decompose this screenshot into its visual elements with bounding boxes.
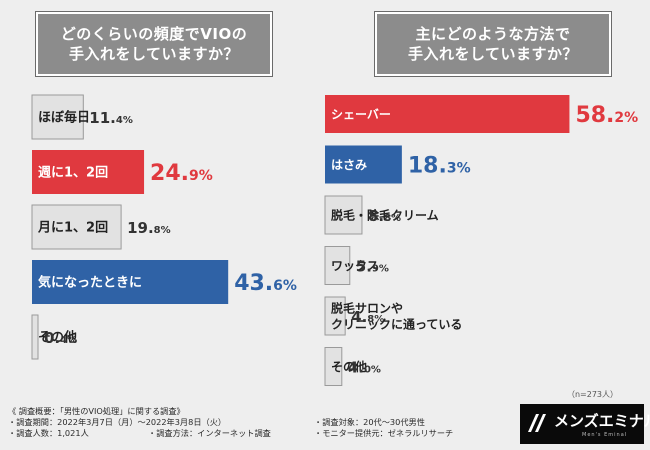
right-question-line-1: 主にどのような方法で bbox=[415, 25, 571, 43]
left-value-label: 24.9% bbox=[150, 161, 213, 186]
left-bar-chart: ほぼ毎日 11.4% 週に1、2回 24.9% 月に1、2回 19.8% 気になったときに 4… bbox=[31, 94, 297, 360]
left-question-box: どのくらいの頻度でVIOの 手入れをしていますか？ bbox=[35, 11, 273, 77]
logo-subtext: Men's Eminal bbox=[582, 432, 628, 438]
left-category-label: その他 bbox=[38, 330, 77, 346]
left-category-label: ほぼ毎日 bbox=[38, 110, 90, 126]
right-value-label: 58.2% bbox=[575, 103, 638, 128]
right-bar bbox=[325, 145, 402, 184]
right-value-label: 5.9% bbox=[356, 258, 389, 276]
survey-target: ・調査対象：20代〜30代男性 bbox=[314, 417, 425, 427]
survey-respondents: ・調査人数：1,021人 bbox=[8, 428, 89, 438]
survey-title: 《 調査概要：「男性のVIO処理」に関する調査》 bbox=[8, 406, 185, 416]
right-category-label: はさみ bbox=[331, 158, 367, 172]
right-bar bbox=[324, 246, 351, 285]
right-category-label: 脱毛サロンや bbox=[331, 300, 403, 315]
right-category-label: その他 bbox=[331, 359, 367, 374]
logo-text: メンズエミナル bbox=[554, 412, 650, 430]
right-bar bbox=[325, 95, 570, 133]
brand-logo: メンズエミナル Men's Eminal bbox=[520, 404, 650, 444]
right-question-box: 主にどのような方法で 手入れをしていますか？ bbox=[374, 11, 612, 77]
right-question-line-2: 手入れをしていますか？ bbox=[407, 45, 579, 63]
right-bar bbox=[324, 195, 363, 235]
survey-provider: ・モニター提供元：ゼネラルリサーチ bbox=[314, 428, 454, 438]
left-bar bbox=[32, 150, 145, 194]
right-bar bbox=[324, 347, 343, 386]
left-bar bbox=[32, 260, 229, 304]
right-value-label: 4.8% bbox=[351, 308, 384, 326]
right-value-label: 18.3% bbox=[408, 154, 471, 179]
left-bar bbox=[31, 204, 122, 250]
left-question-line-2: 手入れをしていますか？ bbox=[68, 45, 240, 63]
right-category-label: クリニックに通っている bbox=[331, 316, 462, 331]
left-question-line-1: どのくらいの頻度でVIOの bbox=[60, 25, 248, 43]
right-category-label: シェーバー bbox=[331, 107, 391, 121]
left-bar bbox=[31, 314, 39, 360]
right-category-label: ワックス bbox=[331, 259, 379, 273]
survey-period: ・調査期間：2022年3月7日（月）〜2022年3月8日（火） bbox=[8, 417, 227, 427]
left-value-label: 19.8% bbox=[127, 219, 171, 237]
right-value-label: 8.8% bbox=[368, 207, 401, 225]
sample-size-note: （n=273人） bbox=[567, 390, 618, 399]
survey-method: ・調査方法：インターネット調査 bbox=[148, 428, 271, 438]
chart-area: ほぼ毎日 11.4% 週に1、2回 24.9% 月に1、2回 19.8% 気になったときに 4… bbox=[31, 94, 638, 399]
left-bar bbox=[31, 94, 84, 140]
logo-mark-icon bbox=[528, 414, 546, 432]
left-value-label: 11.4% bbox=[89, 109, 133, 127]
right-category-label: 脱毛・除毛クリーム bbox=[331, 207, 439, 222]
left-category-label: 月に1、2回 bbox=[37, 221, 108, 236]
left-category-label: 気になったときに bbox=[38, 275, 142, 291]
right-value-label: 4.0% bbox=[348, 359, 381, 377]
right-bar bbox=[324, 296, 346, 336]
left-category-label: 週に1、2回 bbox=[38, 166, 108, 181]
left-value-label: 43.6% bbox=[234, 271, 297, 296]
left-value-label: 0.4% bbox=[44, 329, 77, 347]
